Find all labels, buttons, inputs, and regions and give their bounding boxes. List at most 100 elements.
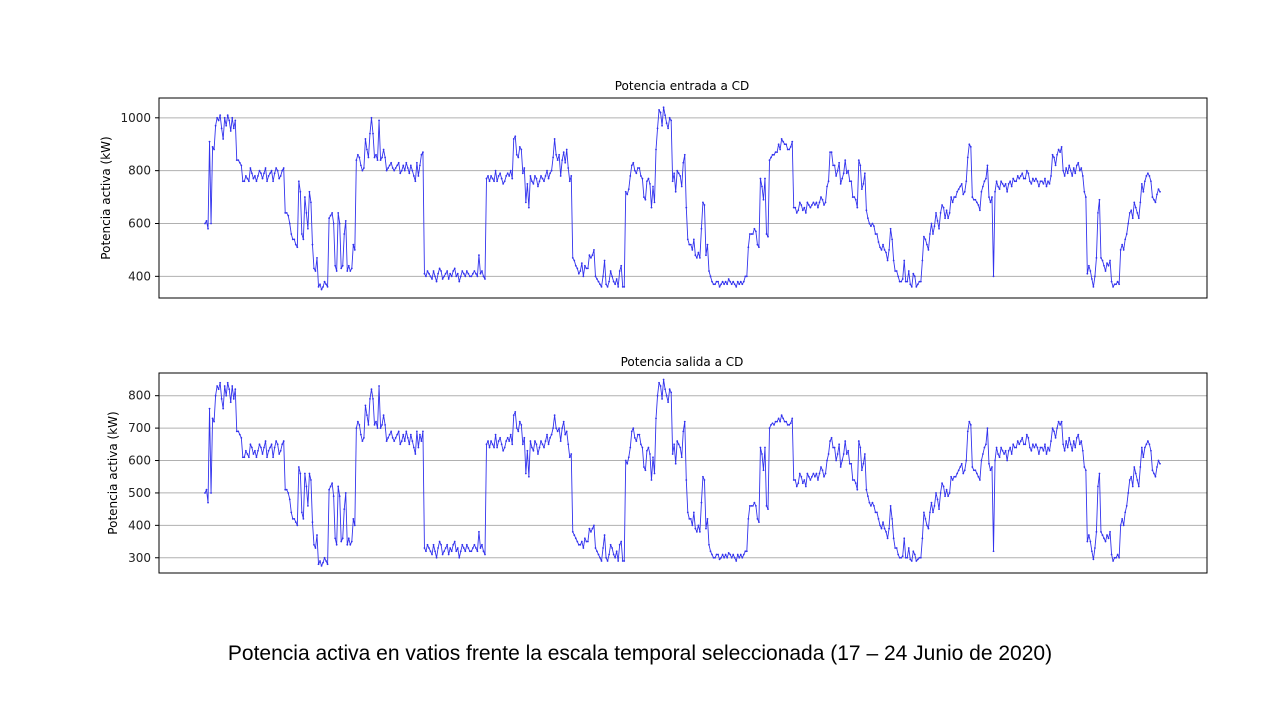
data-point xyxy=(723,556,726,559)
data-point xyxy=(942,206,945,209)
data-point xyxy=(1133,201,1136,204)
data-point xyxy=(1066,446,1069,449)
data-point xyxy=(310,479,312,481)
data-point xyxy=(240,436,243,439)
data-point xyxy=(827,180,830,183)
data-point xyxy=(275,440,278,442)
data-point xyxy=(727,552,730,554)
data-point xyxy=(815,201,818,204)
data-point xyxy=(756,517,759,520)
data-point xyxy=(446,543,449,546)
data-point xyxy=(762,469,765,472)
data-point xyxy=(986,427,989,430)
data-point xyxy=(211,417,214,420)
data-point xyxy=(658,381,660,384)
data-point xyxy=(702,475,704,478)
data-point xyxy=(877,241,880,243)
data-point xyxy=(706,243,709,246)
data-point xyxy=(585,267,588,270)
data-point xyxy=(415,430,418,433)
data-point xyxy=(933,505,936,507)
data-point xyxy=(529,175,532,177)
data-point xyxy=(214,124,217,127)
data-point xyxy=(901,555,904,558)
data-point xyxy=(467,547,470,549)
data-point xyxy=(514,135,517,138)
data-point xyxy=(761,185,763,188)
data-point xyxy=(278,453,281,455)
data-point xyxy=(836,169,839,172)
data-point xyxy=(880,527,883,530)
data-point xyxy=(1009,180,1012,183)
data-point xyxy=(886,537,889,540)
data-point xyxy=(1092,558,1095,561)
data-point xyxy=(797,209,800,212)
data-point xyxy=(913,275,916,278)
data-point xyxy=(723,283,726,286)
data-point xyxy=(370,116,373,119)
data-point xyxy=(847,449,850,452)
data-point xyxy=(1015,180,1018,183)
data-point xyxy=(379,427,382,430)
data-point xyxy=(850,462,853,465)
data-point xyxy=(546,169,548,172)
data-point xyxy=(532,449,535,452)
data-point xyxy=(750,233,753,235)
data-point xyxy=(464,550,467,553)
data-point xyxy=(670,119,673,122)
data-point xyxy=(1065,167,1068,169)
data-point xyxy=(506,436,509,439)
data-point xyxy=(865,488,868,491)
data-point xyxy=(982,185,984,188)
data-point xyxy=(399,443,402,446)
data-point xyxy=(251,446,253,449)
data-point xyxy=(544,440,547,442)
data-point xyxy=(429,550,432,553)
data-point xyxy=(478,254,480,257)
data-point xyxy=(800,475,803,478)
data-point xyxy=(664,388,666,391)
data-point xyxy=(299,472,302,475)
data-point xyxy=(605,283,607,286)
data-point xyxy=(499,172,502,175)
data-point xyxy=(1133,466,1136,468)
data-point xyxy=(570,453,573,455)
data-point xyxy=(355,427,358,430)
data-point xyxy=(459,275,462,278)
data-point xyxy=(720,556,722,559)
data-point xyxy=(580,540,583,543)
data-point xyxy=(717,553,719,556)
data-point xyxy=(626,462,629,465)
data-point xyxy=(338,222,341,225)
data-point xyxy=(526,182,529,185)
data-point xyxy=(494,169,497,172)
data-point xyxy=(329,485,332,488)
data-point xyxy=(263,446,265,449)
data-point xyxy=(807,475,810,478)
data-point xyxy=(932,511,934,514)
data-point xyxy=(885,251,887,254)
data-point xyxy=(1042,182,1045,185)
data-point xyxy=(895,270,898,272)
data-point xyxy=(662,378,665,381)
data-point xyxy=(323,280,326,283)
data-point xyxy=(755,505,757,507)
data-point xyxy=(393,169,396,172)
data-point xyxy=(758,521,760,524)
data-point xyxy=(487,440,489,442)
data-point xyxy=(305,212,308,214)
data-point xyxy=(220,398,223,400)
data-point xyxy=(313,267,315,270)
data-point xyxy=(1103,264,1105,267)
data-point xyxy=(414,453,417,455)
data-point xyxy=(745,550,748,553)
data-point xyxy=(588,254,591,257)
data-point xyxy=(293,517,296,520)
data-point xyxy=(826,459,828,462)
data-point xyxy=(923,511,925,514)
data-point xyxy=(1013,446,1016,449)
data-point xyxy=(296,524,299,527)
data-point xyxy=(534,440,536,442)
data-point xyxy=(988,196,990,198)
data-point xyxy=(411,169,414,172)
